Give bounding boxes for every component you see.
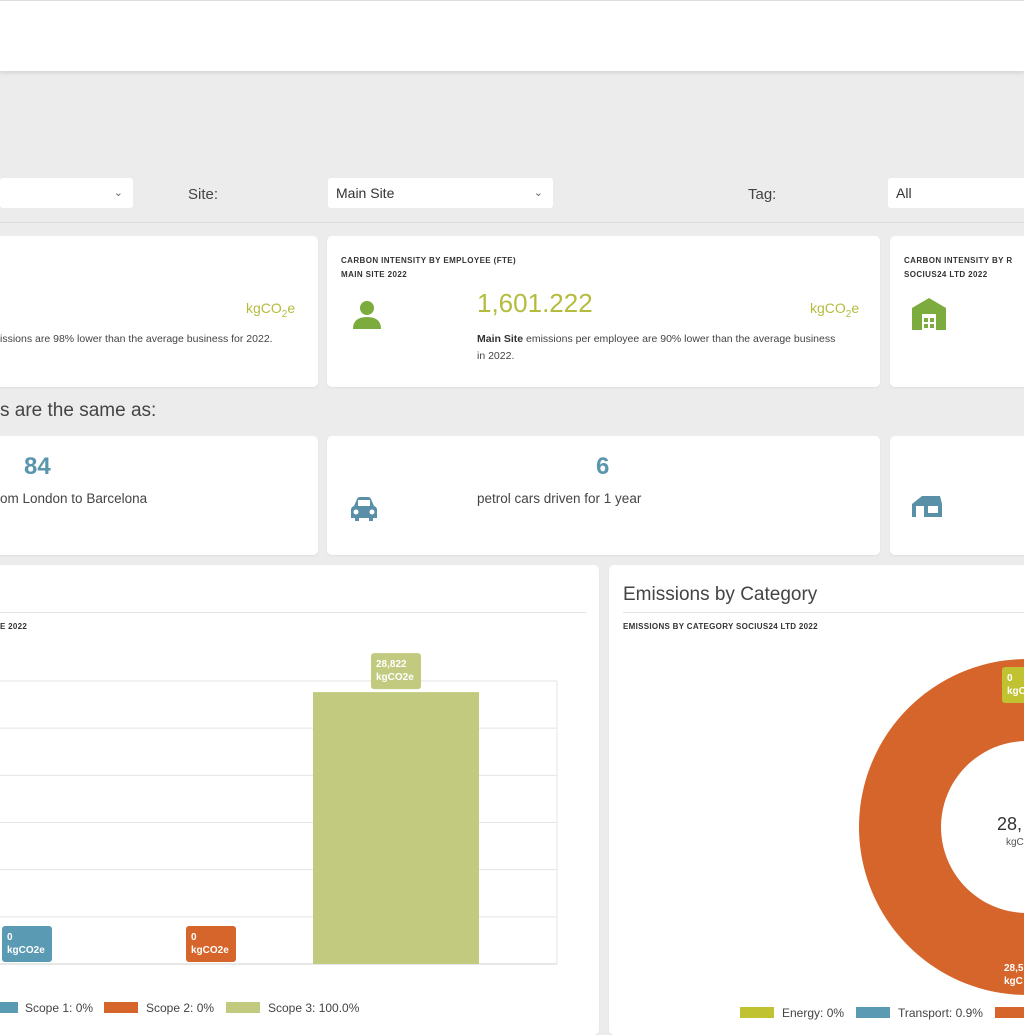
intensity-description: Main Site emissions per employee are 90%… — [477, 333, 836, 362]
legend-swatch — [0, 1002, 18, 1013]
first-filter-select[interactable]: ⌄ — [0, 178, 133, 208]
equivalent-value: 84 — [24, 453, 51, 480]
data-label-box — [186, 926, 236, 962]
data-label-value: 28,822 — [376, 659, 407, 670]
top-header-bar — [0, 0, 1024, 71]
data-label-box — [371, 653, 421, 690]
card-heading: CARBON INTENSITY BY R SOCIUS24 LTD 2022 — [904, 256, 1013, 279]
legend-swatch — [104, 1002, 138, 1013]
equivalent-value: 6 — [596, 453, 610, 480]
site-select-value: Main Site — [336, 185, 395, 201]
data-label-unit: kgCO2e — [376, 672, 414, 683]
panel-divider — [0, 612, 586, 613]
tag-select-value: All — [896, 185, 912, 201]
site-label: Site: — [188, 186, 219, 203]
scope-bar — [313, 692, 479, 964]
legend-label[interactable]: Scope 2: 0% — [146, 1001, 214, 1015]
data-label-value: 28,5 — [1004, 963, 1024, 974]
legend-swatch — [740, 1007, 774, 1018]
scope-panel-subtitle: E 2022 — [0, 622, 28, 631]
donut-slice — [859, 659, 1024, 995]
data-label-unit: kgCO2e — [191, 945, 229, 956]
scope-chart-panel: E 2022 0 kgCO2e 0 kgCO2e 28,822 kgCO2e Scope 1… — [0, 565, 599, 1035]
equivalent-text: petrol cars driven for 1 year — [477, 491, 642, 506]
category-donut-chart: 28, kgC 0 kgC 28,5 kgC Energy: 0% Transport: 0.… — [740, 659, 1024, 1020]
card-heading: CARBON INTENSITY BY EMPLOYEE (FTE) MAIN … — [341, 256, 517, 279]
data-label-unit: kgC — [1004, 976, 1023, 987]
site-select[interactable]: Main Site ⌄ — [328, 178, 553, 208]
tag-select[interactable]: All — [888, 178, 1024, 208]
equivalent-card-homes — [890, 436, 1024, 555]
data-label-value: 0 — [1007, 673, 1013, 684]
person-icon — [353, 301, 381, 329]
equivalent-text: om London to Barcelona — [0, 491, 148, 506]
data-label-box — [2, 926, 52, 962]
data-label-unit: kgC — [1007, 686, 1024, 697]
scope-bar-chart: 0 kgCO2e 0 kgCO2e 28,822 kgCO2e Scope 1: 0% Sco… — [0, 653, 558, 1015]
data-label-value: 0 — [7, 932, 13, 943]
chevron-down-icon: ⌄ — [533, 187, 543, 199]
building-icon — [912, 298, 946, 330]
data-label-unit: kgCO2e — [7, 945, 45, 956]
data-label-value: 0 — [191, 932, 197, 943]
filter-row: ⌄ Site: Main Site ⌄ Tag: All — [0, 172, 1024, 223]
intensity-description: issions are 98% lower than the average b… — [0, 333, 273, 345]
intensity-unit: kgCO2e — [246, 300, 296, 320]
category-panel-subtitle: EMISSIONS BY CATEGORY SOCIUS24 LTD 2022 — [623, 622, 818, 631]
intensity-unit: kgCO2e — [810, 300, 860, 320]
car-icon — [351, 497, 377, 521]
tag-label: Tag: — [748, 186, 777, 203]
legend-label[interactable]: Scope 3: 100.0% — [268, 1001, 360, 1015]
donut-center-unit: kgC — [1006, 837, 1024, 848]
legend-label[interactable]: Scope 1: 0% — [25, 1001, 93, 1015]
category-chart-panel: Emissions by Category EMISSIONS BY CATEG… — [609, 565, 1024, 1035]
panel-divider — [623, 612, 1024, 613]
intensity-card-total: kgCO2e issions are 98% lower than the av… — [0, 236, 318, 387]
intensity-value: 1,601.222 — [477, 288, 593, 318]
category-panel-title: Emissions by Category — [623, 584, 818, 605]
house-icon — [912, 496, 942, 517]
legend-swatch — [856, 1007, 890, 1018]
chevron-down-icon: ⌄ — [113, 187, 123, 199]
legend-swatch — [995, 1007, 1024, 1018]
equivalent-card-flights: 84 om London to Barcelona — [0, 436, 318, 555]
legend-swatch — [226, 1002, 260, 1013]
intensity-card-employee: CARBON INTENSITY BY EMPLOYEE (FTE) MAIN … — [327, 236, 880, 387]
legend-label[interactable]: Energy: 0% — [782, 1006, 844, 1020]
legend-label[interactable]: Transport: 0.9% — [898, 1006, 983, 1020]
donut-center-value: 28, — [997, 814, 1022, 834]
data-label-box — [999, 957, 1024, 993]
data-label-box — [1002, 667, 1024, 703]
equivalents-heading: s are the same as: — [0, 400, 157, 421]
equivalent-card-cars: 6 petrol cars driven for 1 year — [327, 436, 880, 555]
intensity-card-revenue: CARBON INTENSITY BY R SOCIUS24 LTD 2022 — [890, 236, 1024, 387]
